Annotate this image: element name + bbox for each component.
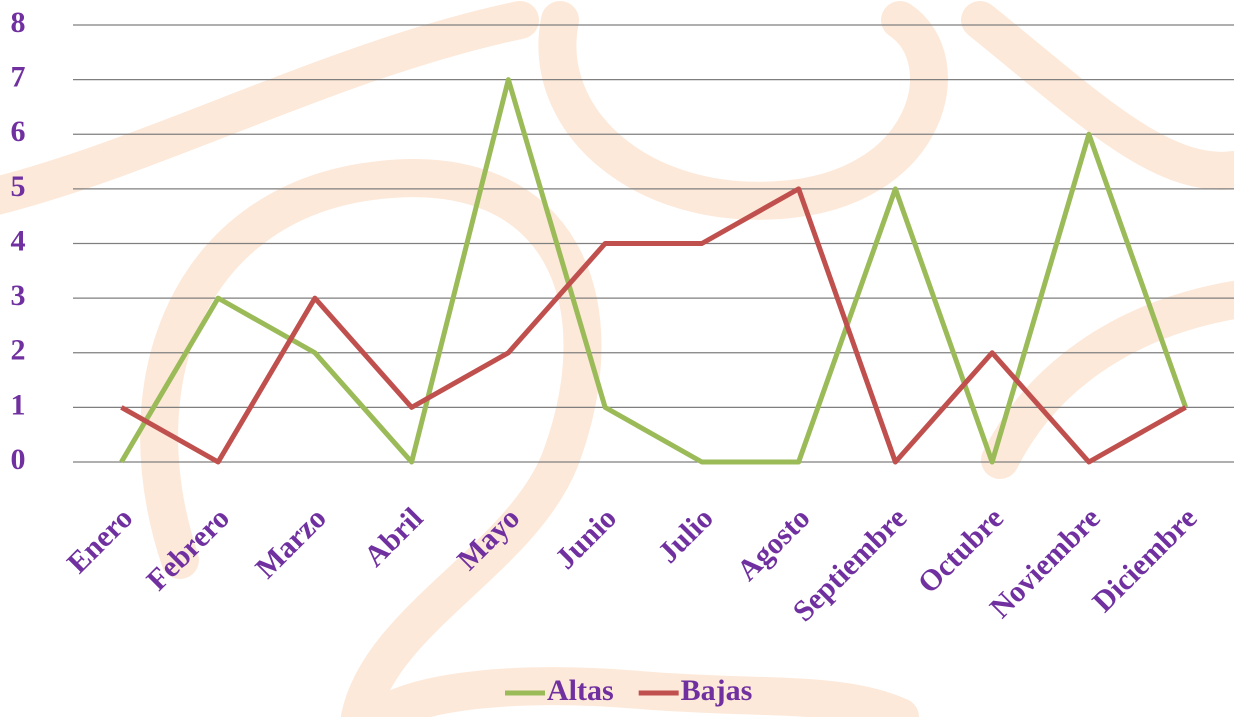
x-tick-label: Diciembre: [1086, 501, 1203, 618]
y-tick-label: 8: [11, 6, 26, 39]
x-tick-label: Abril: [358, 501, 430, 573]
background-swirls: [0, 20, 1234, 717]
legend-label: Altas: [547, 674, 614, 707]
x-tick-label: Marzo: [249, 501, 332, 584]
y-tick-label: 5: [11, 170, 26, 203]
x-tick-label: Enero: [61, 501, 139, 579]
chart: 012345678EneroFebreroMarzoAbrilMayoJunio…: [0, 0, 1234, 717]
y-tick-label: 2: [11, 334, 26, 367]
x-tick-label: Agosto: [731, 501, 817, 587]
y-tick-label: 6: [11, 115, 26, 148]
y-tick-label: 4: [11, 224, 26, 257]
x-tick-label: Octubre: [912, 501, 1010, 599]
legend-label: Bajas: [681, 674, 753, 707]
x-tick-label: Junio: [549, 501, 623, 575]
x-tick-label: Julio: [652, 501, 720, 569]
y-tick-label: 0: [11, 443, 26, 476]
y-tick-label: 1: [11, 388, 26, 421]
y-tick-label: 3: [11, 279, 26, 312]
y-tick-label: 7: [11, 61, 26, 94]
